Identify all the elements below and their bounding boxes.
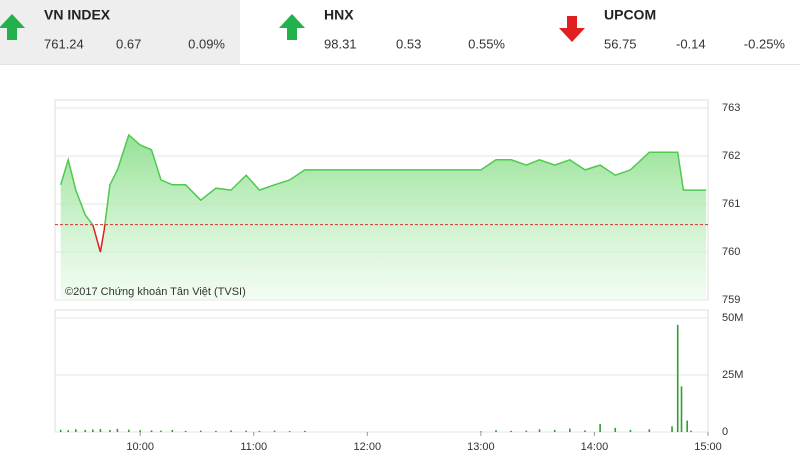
volume-bar [569,428,571,432]
volume-bar [84,429,87,432]
index-value: 761.24 [44,36,84,51]
volume-bar [690,430,692,432]
volume-bar [160,430,162,432]
volume-bar [584,430,586,432]
price-line [59,133,707,253]
panel-frame [54,309,709,433]
index-name: UPCOM [604,7,656,23]
volume-bar [171,429,174,432]
volume-bar [614,427,617,432]
y-tick-label: 762 [722,150,740,162]
volume-bar [538,429,541,432]
volume-bar [128,429,130,432]
volume-bar [59,429,62,432]
x-tick-label: 14:00 [581,441,609,453]
volume-bar [648,429,651,432]
x-tick-label: 12:00 [354,441,382,453]
volume-bar [686,420,688,432]
volume-bar [109,429,111,432]
x-tick-label: 11:00 [240,441,267,453]
index-name: VN INDEX [44,7,111,23]
volume-bar [215,430,217,432]
volume-bar [75,429,77,432]
volume-bar [304,430,306,432]
volume-bar [288,431,291,432]
y-tick-label: 760 [722,246,740,258]
volume-bar [680,386,683,432]
volume-bar [629,429,632,432]
volume-bar [258,430,261,432]
volume-bar [99,429,102,432]
y-tick-label: 25M [722,369,743,381]
volume-bar [230,430,232,432]
index-value: 56.75 [604,36,637,51]
volume-bar [525,430,528,432]
index-percent: 0.55% [468,36,505,51]
annotation: ©2017 Chứng khoán Tân Việt (TVSI) [65,286,246,298]
volume-bar [553,429,556,432]
volume-bar [92,429,94,432]
volume-bar [150,430,153,432]
index-name: HNX [324,7,354,23]
volume-bar [599,424,601,432]
index-change: 0.53 [396,36,421,51]
area-fill [60,134,707,300]
index-value: 98.31 [324,36,357,51]
x-tick-label: 10:00 [126,441,154,453]
y-tick-label: 759 [722,294,740,306]
y-tick-label: 0 [722,426,728,438]
volume-bar [676,324,679,432]
index-percent: -0.25% [744,36,786,51]
volume-bar [510,430,512,432]
volume-bar [139,430,141,432]
volume-bar [495,430,497,432]
index-percent: 0.09% [188,36,225,51]
y-tick-label: 761 [722,198,740,210]
direction-arrow [559,16,585,42]
volume-bar [116,428,119,432]
direction-arrow [0,14,25,40]
volume-bar [199,430,202,432]
header-highlight [0,0,240,64]
direction-arrow [279,14,305,40]
x-tick-label: 15:00 [694,441,722,453]
volume-bar [671,426,673,432]
volume-bar [245,430,247,432]
volume-bar [480,431,482,432]
volume-bar [273,430,276,432]
index-change: 0.67 [116,36,141,51]
volume-bar [67,430,70,432]
volume-bar [184,430,187,432]
index-change: -0.14 [676,36,706,51]
y-tick-label: 763 [722,102,740,114]
y-tick-label: 50M [722,312,743,324]
x-tick-label: 13:00 [467,441,495,453]
